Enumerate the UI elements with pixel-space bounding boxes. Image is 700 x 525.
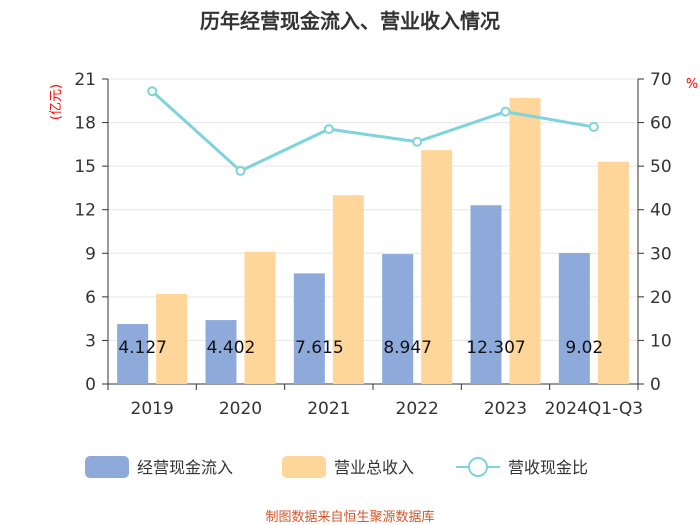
right-axis-tick-label: 70	[650, 70, 672, 90]
x-axis-tick-label: 2019	[131, 399, 174, 419]
bar-cash-inflow	[470, 205, 502, 384]
right-axis-unit: %	[686, 77, 698, 92]
left-axis-tick-label: 12	[74, 201, 96, 221]
legend-swatch-ratio-marker	[468, 457, 488, 477]
gridlines	[108, 78, 638, 385]
bar-revenue	[244, 251, 276, 384]
right-axis-tick-label: 0	[650, 375, 661, 395]
bar-revenue	[597, 161, 629, 384]
x-axis-tick-label: 2022	[396, 399, 439, 419]
right-axis-tick-label: 20	[650, 288, 672, 308]
ratio-point	[235, 165, 246, 176]
bar-revenue	[509, 97, 541, 384]
ratio-point	[147, 86, 158, 97]
bar-cash-inflow	[205, 320, 237, 384]
ratio-line-path	[151, 90, 595, 173]
left-axis-tick-label: 15	[74, 157, 96, 177]
legend-swatch-cash-inflow	[85, 456, 129, 478]
bar-cash-inflow	[117, 324, 149, 384]
right-axis-tick-label: 60	[650, 114, 672, 134]
axes: 0 3 6 9 12 15 18 21 0 10 20 30 40 50 60 70 2019 2020 2021 2…	[74, 70, 671, 419]
left-axis-tick-label: 0	[85, 375, 96, 395]
left-axis-tick-label: 21	[74, 70, 96, 90]
legend-swatch-revenue	[282, 456, 326, 478]
bar-cash-inflow	[382, 254, 414, 384]
legend-label-cash-inflow: 经营现金流入	[137, 458, 233, 477]
ratio-point	[412, 136, 423, 147]
ratio-point	[588, 121, 599, 132]
data-label-cash-inflow: 4.402	[207, 338, 256, 358]
bar-revenue	[421, 150, 453, 384]
ratio-point	[323, 124, 334, 135]
chart-title: 历年经营现金流入、营业收入情况	[200, 9, 500, 33]
left-axis-tick-label: 3	[85, 331, 96, 351]
legend-label-revenue: 营业总收入	[334, 458, 414, 477]
x-axis-tick-label: 2024Q1-Q3	[545, 399, 643, 419]
data-label-cash-inflow: 4.127	[118, 338, 167, 358]
right-axis-tick-label: 50	[650, 157, 672, 177]
bar-cash-inflow	[293, 273, 325, 384]
bar-cash-inflow	[558, 252, 590, 384]
bars	[117, 97, 629, 384]
data-label-cash-inflow: 9.02	[565, 338, 603, 358]
left-axis-tick-label: 18	[74, 114, 96, 134]
left-axis-tick-label: 6	[85, 288, 96, 308]
bar-revenue	[156, 293, 188, 384]
data-labels: 4.127 4.402 7.615 8.947 12.307 9.02	[118, 338, 603, 358]
footer-source: 制图数据来自恒生聚源数据库	[265, 509, 434, 525]
x-axis-tick-label: 2023	[484, 399, 527, 419]
bar-revenue	[332, 195, 364, 384]
data-label-cash-inflow: 8.947	[383, 338, 432, 358]
right-axis-tick-label: 10	[650, 331, 672, 351]
left-axis-tick-label: 9	[85, 244, 96, 264]
right-axis-tick-label: 30	[650, 244, 672, 264]
x-axis-tick-label: 2021	[307, 399, 350, 419]
left-axis-unit: (亿元)	[49, 84, 64, 120]
right-axis-tick-label: 40	[650, 201, 672, 221]
x-axis-tick-label: 2020	[219, 399, 262, 419]
ratio-line	[147, 86, 599, 176]
data-label-cash-inflow: 7.615	[295, 338, 344, 358]
data-label-cash-inflow: 12.307	[466, 338, 525, 358]
ratio-point	[500, 106, 511, 117]
legend[interactable]: 经营现金流入 营业总收入 营收现金比	[85, 456, 588, 478]
legend-label-ratio: 营收现金比	[508, 458, 588, 477]
